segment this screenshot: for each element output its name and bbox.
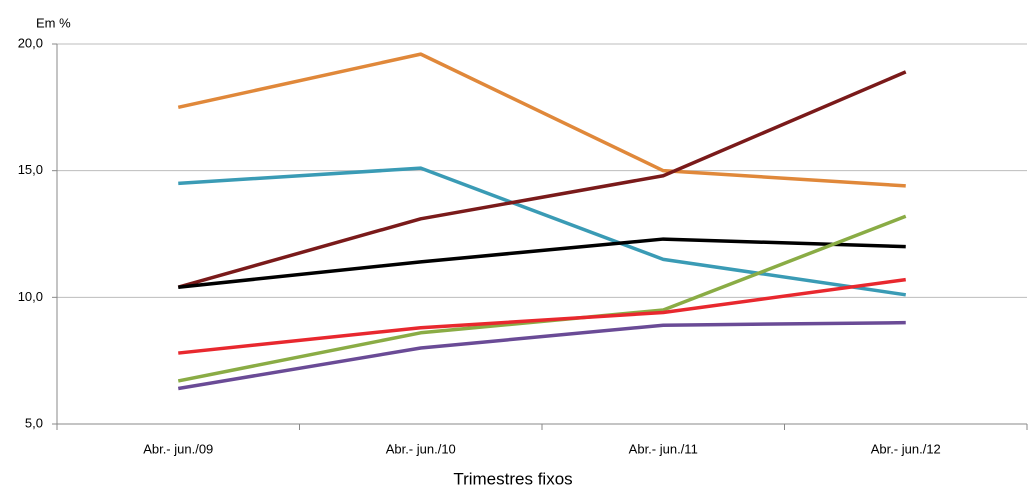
series-line xyxy=(177,214,907,383)
x-tick-label: Abr.- jun./10 xyxy=(386,441,456,456)
series-line xyxy=(177,70,907,289)
series-line xyxy=(177,52,906,188)
series-line xyxy=(178,237,906,289)
series-line xyxy=(178,166,907,297)
x-tick-label: Abr.- jun./12 xyxy=(871,441,941,456)
y-tick-label: 5,0 xyxy=(25,415,43,430)
y-tick-label: 10,0 xyxy=(18,289,43,304)
x-tick-label: Abr.- jun./11 xyxy=(629,441,698,456)
x-axis-label: Trimestres fixos xyxy=(453,469,572,488)
y-tick-label: 15,0 xyxy=(18,162,43,177)
y-axis-label: Em % xyxy=(36,15,71,30)
series-line xyxy=(178,277,906,355)
series-line xyxy=(177,320,906,391)
y-tick-label: 20,0 xyxy=(18,35,43,50)
x-tick-label: Abr.- jun./09 xyxy=(143,441,213,456)
